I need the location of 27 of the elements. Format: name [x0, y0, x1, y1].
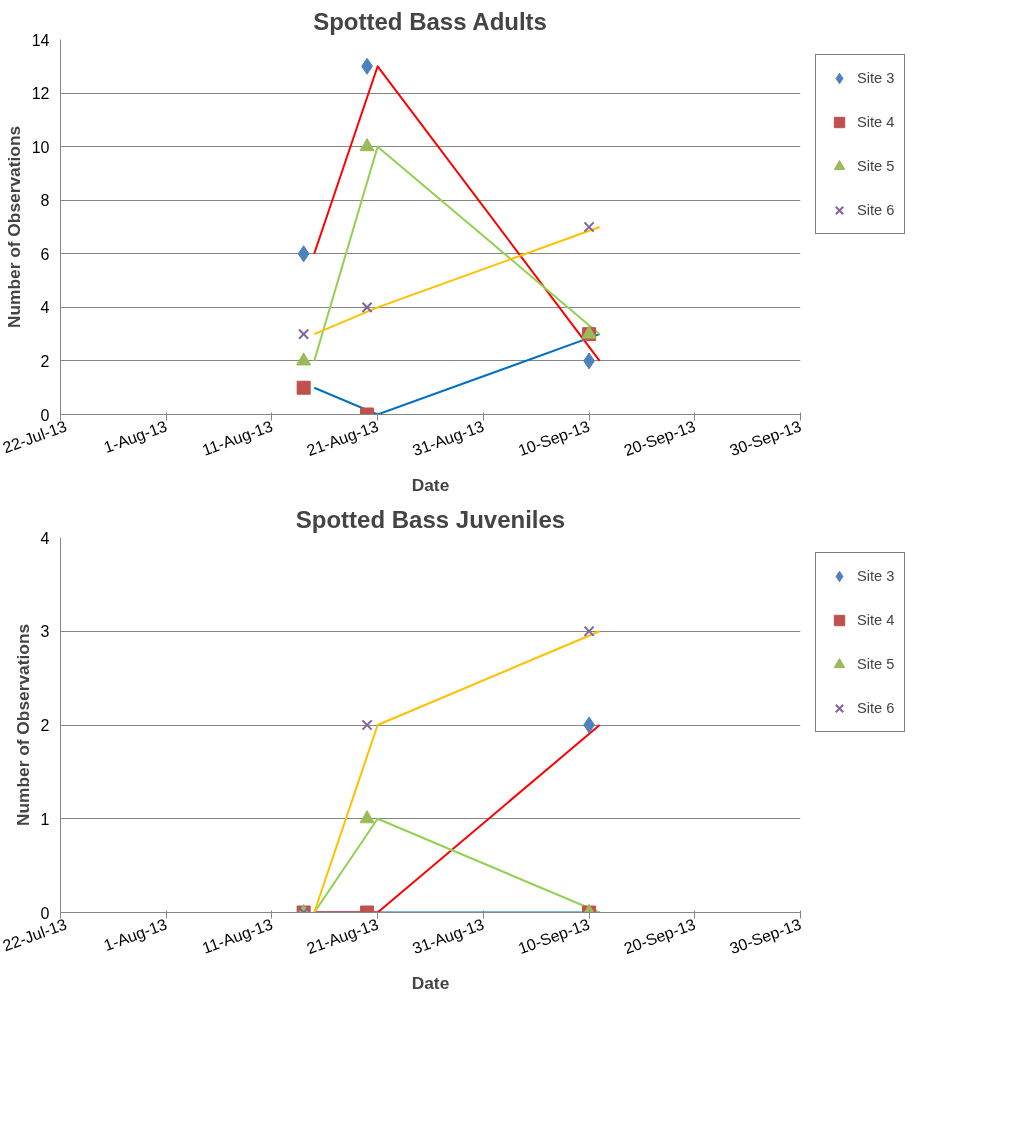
y-tick-label: 3	[40, 623, 50, 641]
legend-label: Site 5	[857, 157, 895, 176]
chart-title: Spotted Bass Juveniles	[295, 505, 566, 533]
y-axis-title: Number of Observations	[12, 623, 33, 827]
legend-label: Site 6	[857, 699, 895, 718]
y-tick-label: 10	[31, 138, 50, 156]
y-tick-label: 2	[40, 717, 50, 734]
y-tick-label: 4	[40, 299, 50, 317]
legend-label: Site 6	[857, 201, 895, 220]
x-axis-title: Date	[411, 475, 450, 496]
chart-title: Spotted Bass Adults	[313, 7, 547, 35]
y-tick-label: 0	[40, 904, 50, 922]
y-tick-label: 6	[40, 245, 50, 263]
y-tick-label: 14	[31, 31, 50, 49]
y-tick-label: 0	[40, 406, 50, 424]
legend-label: Site 3	[857, 69, 895, 88]
x-axis-title: Date	[411, 973, 450, 994]
legend-label: Site 3	[857, 567, 895, 586]
legend-label: Site 4	[857, 611, 895, 630]
y-tick-label: 8	[40, 192, 50, 210]
y-tick-label: 4	[40, 529, 50, 547]
legend-label: Site 4	[857, 113, 895, 132]
y-tick-label: 1	[40, 810, 50, 828]
legend-label: Site 5	[857, 655, 895, 674]
y-tick-label: 12	[31, 85, 50, 103]
y-axis-title: Number of Observations	[3, 125, 24, 329]
y-tick-label: 2	[40, 352, 50, 370]
